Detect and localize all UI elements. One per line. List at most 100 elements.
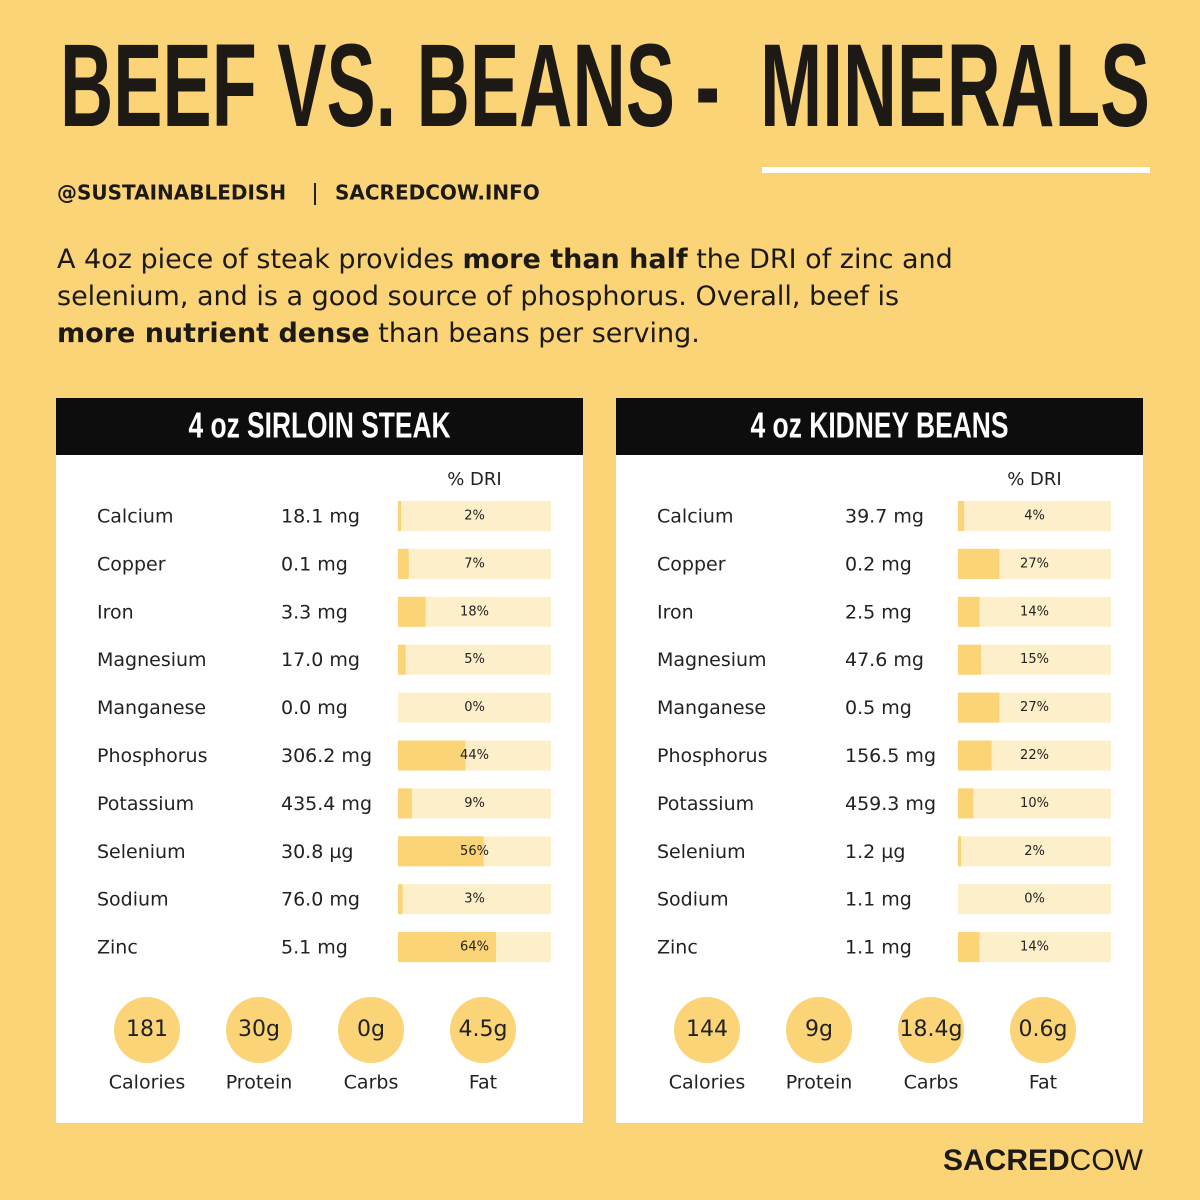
dri-label: 18%	[460, 604, 489, 619]
summary-value: 18.4g	[900, 1017, 963, 1042]
dri-bar	[398, 932, 496, 963]
summary-label: Calories	[109, 1072, 186, 1094]
mineral-name: Magnesium	[657, 649, 767, 671]
mineral-name: Phosphorus	[97, 745, 208, 767]
dri-track	[398, 644, 551, 675]
panel-title: 4 oz SIRLOIN STEAK	[189, 405, 451, 446]
mineral-name: Potassium	[97, 793, 194, 815]
intro-line: A 4oz piece of steak provides more than …	[57, 244, 953, 275]
summary-circle	[338, 997, 404, 1063]
brand-bold: SACRED	[943, 1144, 1070, 1177]
dri-bar	[398, 740, 466, 771]
mineral-amount: 2.5 mg	[845, 601, 912, 623]
dri-bar	[398, 644, 406, 675]
mineral-name: Selenium	[657, 841, 746, 863]
mineral-amount: 0.5 mg	[845, 697, 912, 719]
mineral-name: Iron	[657, 601, 694, 623]
summary-value: 0g	[357, 1017, 385, 1042]
dri-track	[958, 501, 1111, 531]
title: BEEF VS. BEANS -	[60, 20, 720, 152]
mineral-amount: 39.7 mg	[845, 506, 924, 528]
mineral-name: Selenium	[97, 841, 186, 863]
mineral-amount: 30.8 µg	[281, 841, 354, 863]
dri-bar	[398, 884, 403, 915]
mineral-amount: 435.4 mg	[281, 793, 372, 815]
dri-label: 5%	[464, 652, 485, 667]
dri-track	[958, 836, 1111, 867]
dri-label: 10%	[1020, 796, 1049, 811]
summary-value: 30g	[238, 1017, 280, 1042]
dri-track	[958, 884, 1111, 915]
dri-label: 22%	[1020, 748, 1049, 763]
dri-label: 3%	[464, 892, 485, 907]
mineral-name: Copper	[657, 553, 726, 575]
dri-track	[958, 932, 1111, 963]
mineral-name: Calcium	[97, 506, 173, 528]
intro-line: selenium, and is a good source of phosph…	[57, 281, 899, 312]
dri-header: % DRI	[1007, 469, 1062, 490]
mineral-amount: 3.3 mg	[281, 601, 348, 623]
mineral-amount: 76.0 mg	[281, 889, 360, 911]
summary-label: Fat	[1029, 1072, 1057, 1094]
summary-circle	[786, 997, 852, 1063]
dri-bar	[958, 932, 980, 963]
dri-bar	[958, 836, 962, 867]
mineral-amount: 5.1 mg	[281, 937, 348, 959]
mineral-name: Copper	[97, 553, 166, 575]
dri-track	[958, 788, 1111, 819]
summary-label: Carbs	[344, 1072, 399, 1094]
dri-label: 27%	[1020, 700, 1049, 715]
summary-label: Protein	[226, 1072, 293, 1094]
dri-label: 4%	[1024, 509, 1045, 524]
dri-bar	[398, 788, 412, 819]
dri-bar	[958, 740, 992, 771]
dri-bar	[958, 548, 1000, 579]
dri-bar	[398, 836, 484, 867]
summary-circle	[226, 997, 292, 1063]
dri-label: 56%	[460, 844, 489, 859]
mineral-amount: 1.1 mg	[845, 937, 912, 959]
brand-light: COW	[1070, 1144, 1144, 1177]
mineral-name: Manganese	[97, 697, 206, 719]
dri-track	[398, 788, 551, 819]
mineral-amount: 0.2 mg	[845, 553, 912, 575]
dri-label: 27%	[1020, 556, 1049, 571]
mineral-name: Calcium	[657, 506, 733, 528]
dri-label: 44%	[460, 748, 489, 763]
handle: @SUSTAINABLEDISH	[57, 181, 286, 205]
intro-segment: more than half	[462, 244, 687, 275]
dri-bar	[958, 644, 981, 675]
summary-label: Protein	[786, 1072, 853, 1094]
mineral-amount: 0.0 mg	[281, 697, 348, 719]
dri-track	[398, 548, 551, 579]
dri-label: 15%	[1020, 652, 1049, 667]
intro-segment: selenium, and is a good source of phosph…	[57, 281, 899, 312]
mineral-amount: 47.6 mg	[845, 649, 924, 671]
mineral-name: Sodium	[657, 889, 729, 911]
mineral-name: Phosphorus	[657, 745, 768, 767]
mineral-amount: 459.3 mg	[845, 793, 936, 815]
dri-bar	[398, 501, 402, 531]
mineral-name: Sodium	[97, 889, 169, 911]
intro-segment: than beans per serving.	[370, 318, 700, 349]
mineral-amount: 156.5 mg	[845, 745, 936, 767]
mineral-amount: 17.0 mg	[281, 649, 360, 671]
summary-value: 0.6g	[1019, 1017, 1068, 1042]
dri-header: % DRI	[447, 469, 502, 490]
mineral-name: Manganese	[657, 697, 766, 719]
brand: SACREDCOW	[943, 1144, 1144, 1177]
dri-bar	[398, 596, 426, 627]
dri-label: 7%	[464, 556, 485, 571]
mineral-name: Zinc	[97, 937, 138, 959]
site: SACREDCOW.INFO	[335, 181, 540, 205]
dri-track	[398, 501, 551, 531]
summary-value: 9g	[805, 1017, 833, 1042]
mineral-amount: 18.1 mg	[281, 506, 360, 528]
summary-circle	[1010, 997, 1076, 1063]
dri-track	[398, 692, 551, 723]
dri-track	[958, 644, 1111, 675]
summary-label: Carbs	[904, 1072, 959, 1094]
mineral-amount: 1.1 mg	[845, 889, 912, 911]
summary-circle	[450, 997, 516, 1063]
panel-header	[56, 398, 583, 455]
